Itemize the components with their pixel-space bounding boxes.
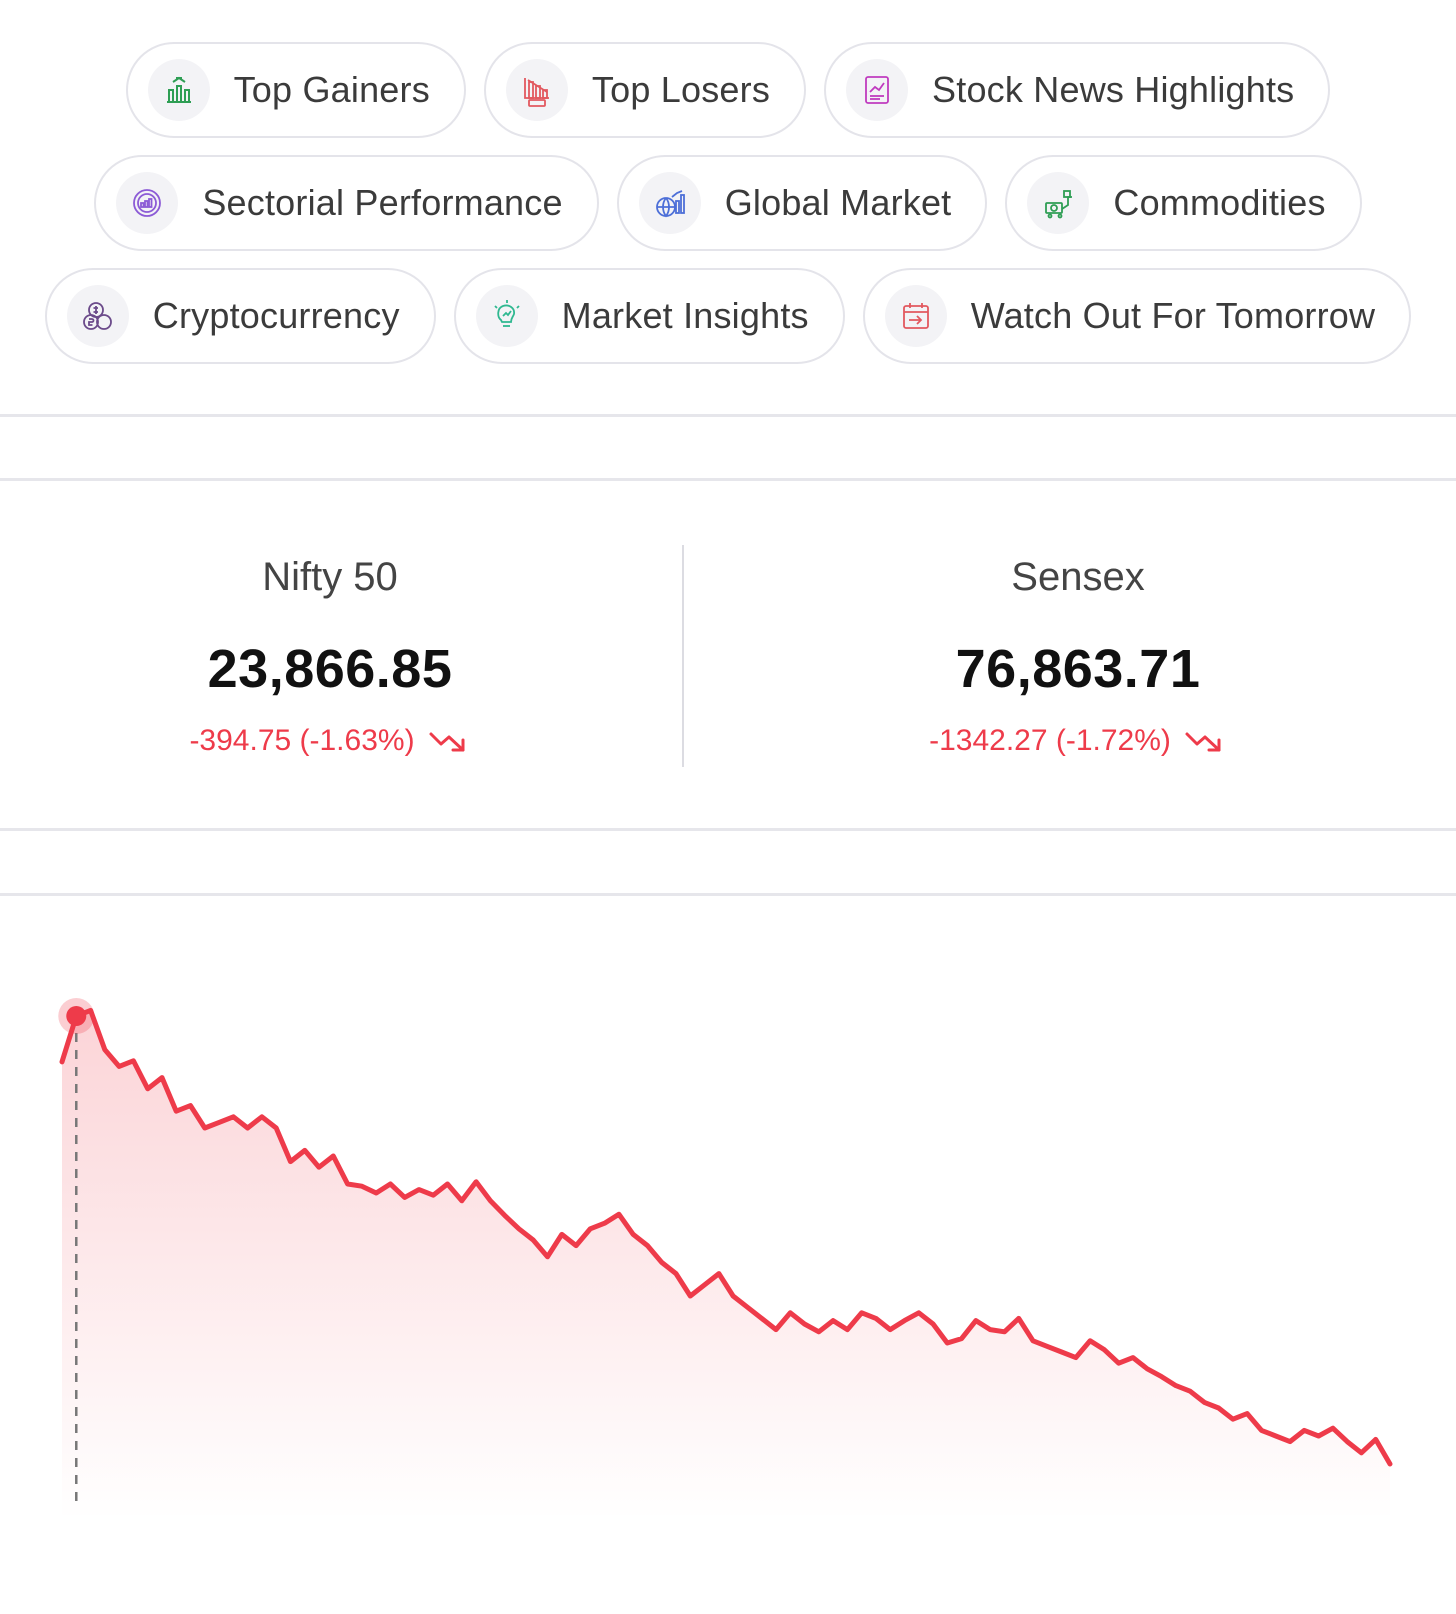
sensex-panel[interactable]: Sensex 76,863.71 -1342.27 (-1.72%) xyxy=(700,545,1456,765)
index-value: 76,863.71 xyxy=(955,639,1201,699)
divider xyxy=(0,893,1456,896)
chip-top-losers[interactable]: Top Losers xyxy=(483,42,807,138)
trend-down-icon xyxy=(429,732,465,752)
chip-label: Top Gainers xyxy=(233,69,430,110)
chip-top-gainers[interactable]: Top Gainers xyxy=(125,42,466,138)
chip-label: Watch Out For Tomorrow xyxy=(970,295,1376,336)
chip-stock-news-highlights[interactable]: Stock News Highlights xyxy=(824,42,1331,138)
chip-commodities[interactable]: Commodities xyxy=(1005,155,1362,251)
chip-global-market[interactable]: Global Market xyxy=(616,155,988,251)
commodities-icon xyxy=(1027,172,1090,234)
vertical-divider xyxy=(682,545,684,767)
sector-chart-icon xyxy=(116,172,179,234)
index-value: 23,866.85 xyxy=(207,639,453,699)
divider xyxy=(0,478,1456,481)
chip-label: Global Market xyxy=(724,182,952,223)
bar-chart-up-icon xyxy=(147,59,210,121)
chip-cryptocurrency[interactable]: Cryptocurrency xyxy=(44,268,436,364)
intraday-chart[interactable] xyxy=(0,960,1456,1560)
index-name: Sensex xyxy=(1011,555,1145,599)
calendar-icon xyxy=(884,285,947,347)
crypto-coins-icon xyxy=(66,285,129,347)
global-market-icon xyxy=(638,172,701,234)
chart-area-fill xyxy=(62,1010,1390,1520)
index-name: Nifty 50 xyxy=(262,555,398,599)
chip-market-insights[interactable]: Market Insights xyxy=(453,268,845,364)
index-change: -1342.27 (-1.72%) xyxy=(700,724,1456,758)
loss-chart-icon xyxy=(505,59,568,121)
index-change-text: -394.75 (-1.63%) xyxy=(189,724,415,757)
chip-sectorial-performance[interactable]: Sectorial Performance xyxy=(94,155,599,251)
news-chart-icon xyxy=(846,59,909,121)
trend-down-icon xyxy=(1185,732,1221,752)
divider xyxy=(0,414,1456,417)
chart-series-line xyxy=(59,1007,1393,1467)
divider xyxy=(0,828,1456,831)
chip-label: Stock News Highlights xyxy=(932,69,1295,110)
index-change-text: -1342.27 (-1.72%) xyxy=(929,724,1171,757)
chip-watch-out-for-tomorrow[interactable]: Watch Out For Tomorrow xyxy=(862,268,1412,364)
chip-label: Cryptocurrency xyxy=(152,295,400,336)
chip-label: Top Losers xyxy=(591,69,771,110)
chip-label: Commodities xyxy=(1113,182,1326,223)
nifty-50-panel[interactable]: Nifty 50 23,866.85 -394.75 (-1.63%) xyxy=(0,545,660,765)
insights-bulb-icon xyxy=(475,285,538,347)
chip-row-3: Cryptocurrency Market Insights Watch Out… xyxy=(0,268,1456,364)
chip-label: Sectorial Performance xyxy=(202,182,563,223)
chart-marker-point[interactable] xyxy=(66,1006,87,1026)
chip-label: Market Insights xyxy=(561,295,809,336)
index-change: -394.75 (-1.63%) xyxy=(0,724,660,758)
chip-row-2: Sectorial Performance Global Market Comm… xyxy=(0,155,1456,251)
chip-row-1: Top Gainers Top Losers Stock News Highli… xyxy=(0,42,1456,138)
